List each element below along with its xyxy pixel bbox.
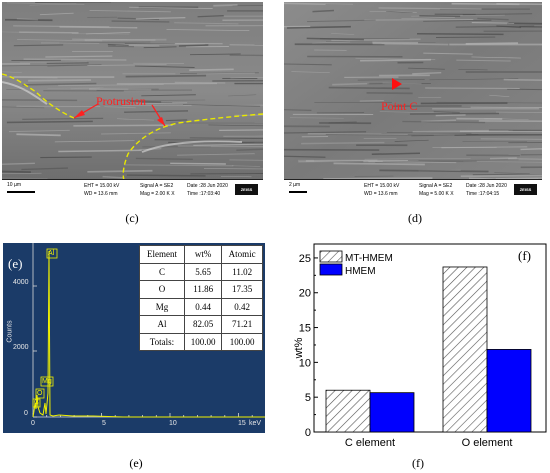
scale-label: 2 µm	[289, 182, 301, 188]
peak-label-o: O	[37, 390, 43, 397]
zeiss-logo: ZEISS	[514, 184, 537, 195]
eds-panel-label: (e)	[8, 256, 23, 271]
caption-d: (d)	[408, 211, 422, 225]
outline-right	[122, 113, 263, 180]
table-cell: 100.00	[183, 332, 223, 351]
info-time: Time :17:04:15	[466, 191, 500, 197]
plot-frame	[313, 243, 547, 433]
info-eht: EHT = 15.00 kV	[84, 183, 120, 189]
wt-percent-bar-chart: 0 5 10 15 20 25 C element O element wt% (f) MT…	[293, 243, 547, 449]
caption-e: (e)	[129, 456, 143, 470]
y-tick-label: 10	[299, 357, 311, 369]
outline-left	[2, 73, 75, 119]
table-row: O 11.86 17.35	[139, 280, 263, 299]
table-cell: 0.44	[183, 297, 223, 316]
peak-label-mg: Mg	[42, 378, 52, 385]
panel-c: Protrusion 10 µm EHT = 15.00 kV WD = 13.…	[0, 0, 265, 225]
scale-label: 10 µm	[7, 182, 21, 188]
info-wd: WD = 13.6 mm	[84, 191, 118, 197]
scale-bar	[7, 191, 35, 193]
eds-spectrum-panel: (e) Counts keV 0 2000 4000 0 5 10 15 Al …	[3, 243, 265, 433]
table-header: wt%	[183, 245, 223, 264]
sem-image-c: Protrusion 10 µm EHT = 15.00 kV WD = 13.…	[2, 2, 263, 200]
annotation-point-c: Point C	[381, 99, 417, 113]
chart-ylabel: wt%	[293, 337, 305, 359]
table-row: Al 82.05 71.21	[139, 315, 263, 334]
y-tick-label: 0	[305, 427, 311, 439]
table-cell: O	[139, 280, 185, 299]
eds-ytick-0: 0	[24, 410, 28, 417]
bar-mt-hmem-c	[325, 389, 371, 433]
y-tick-label: 15	[299, 323, 311, 335]
y-tick-label: 25	[299, 253, 311, 265]
table-header: Element	[139, 245, 185, 264]
info-mag: Mag = 5.00 K X	[419, 191, 454, 197]
table-cell: 5.65	[183, 262, 223, 281]
legend: MT-HMEM HMEM	[319, 250, 393, 277]
peak-label-c: C	[34, 399, 40, 406]
table-cell: 100.00	[221, 332, 263, 351]
table-cell: 71.21	[221, 315, 263, 334]
table-cell: C	[139, 262, 185, 281]
info-wd: WD = 13.6 mm	[364, 191, 398, 197]
info-signal: Signal A = SE2	[419, 183, 453, 189]
info-signal: Signal A = SE2	[140, 183, 174, 189]
point-c-marker	[392, 78, 402, 90]
eds-xtick-5: 5	[102, 420, 106, 427]
info-time: Time :17:03:40	[187, 191, 221, 197]
composition-table: Element wt% Atomic C 5.65 11.02 O 11.86 …	[139, 245, 263, 351]
legend-swatch-hmem	[319, 263, 343, 276]
scale-bar	[289, 191, 307, 193]
eds-xtick-15: 15	[238, 420, 246, 427]
chart-panel-label: (f)	[518, 248, 531, 263]
y-tick-label: 20	[299, 288, 311, 300]
caption-c: (c)	[125, 211, 139, 225]
eds-ytick-4000: 4000	[13, 279, 29, 286]
spectrum-line	[32, 250, 265, 418]
zeiss-logo: ZEISS	[235, 184, 258, 195]
legend-swatch-mt-hmem	[319, 250, 343, 263]
sem-info-bar-d: 2 µm EHT = 15.00 kV WD = 13.6 mm Signal …	[284, 179, 542, 200]
info-date: Date :28 Jun 2020	[466, 183, 507, 189]
table-cell: 0.42	[221, 297, 263, 316]
table-row: Mg 0.44 0.42	[139, 297, 263, 316]
table-cell: Al	[139, 315, 185, 334]
info-mag: Mag = 2.00 K X	[140, 191, 175, 197]
table-header: Atomic	[221, 245, 263, 264]
table-cell: 82.05	[183, 315, 223, 334]
sem-info-bar-c: 10 µm EHT = 15.00 kV WD = 13.6 mm Signal…	[2, 179, 263, 200]
eds-xtick-0: 0	[31, 420, 35, 427]
table-cell: Totals:	[139, 332, 185, 351]
table-cell: Mg	[139, 297, 185, 316]
bar-hmem-o	[486, 349, 532, 433]
y-tick-label: 5	[305, 392, 311, 404]
sem-image-d: Point C 2 µm EHT = 15.00 kV WD = 13.6 mm…	[284, 2, 542, 200]
bar-mt-hmem-o	[442, 266, 488, 433]
legend-label-hmem: HMEM	[345, 266, 376, 277]
table-header-row: Element wt% Atomic	[139, 245, 263, 264]
panel-d: Point C 2 µm EHT = 15.00 kV WD = 13.6 mm…	[284, 0, 549, 225]
table-cell: 11.02	[221, 262, 263, 281]
table-cell: 11.86	[183, 280, 223, 299]
eds-ylabel: Counts	[6, 320, 14, 343]
x-tick-label: C element	[345, 437, 395, 449]
eds-xlabel: keV	[249, 420, 262, 427]
annotation-protrusion: Protrusion	[96, 94, 146, 108]
info-date: Date :28 Jun 2020	[187, 183, 228, 189]
caption-f: (f)	[412, 456, 424, 470]
peak-label-al: Al	[48, 250, 55, 257]
table-cell: 17.35	[221, 280, 263, 299]
info-eht: EHT = 15.00 kV	[364, 183, 400, 189]
legend-label-mt-hmem: MT-HMEM	[345, 253, 393, 264]
table-row: C 5.65 11.02	[139, 262, 263, 281]
eds-ytick-2000: 2000	[13, 344, 29, 351]
eds-xtick-10: 10	[169, 420, 177, 427]
x-tick-label: O element	[462, 437, 513, 449]
table-row: Totals: 100.00 100.00	[139, 332, 263, 351]
bar-hmem-c	[369, 392, 415, 433]
